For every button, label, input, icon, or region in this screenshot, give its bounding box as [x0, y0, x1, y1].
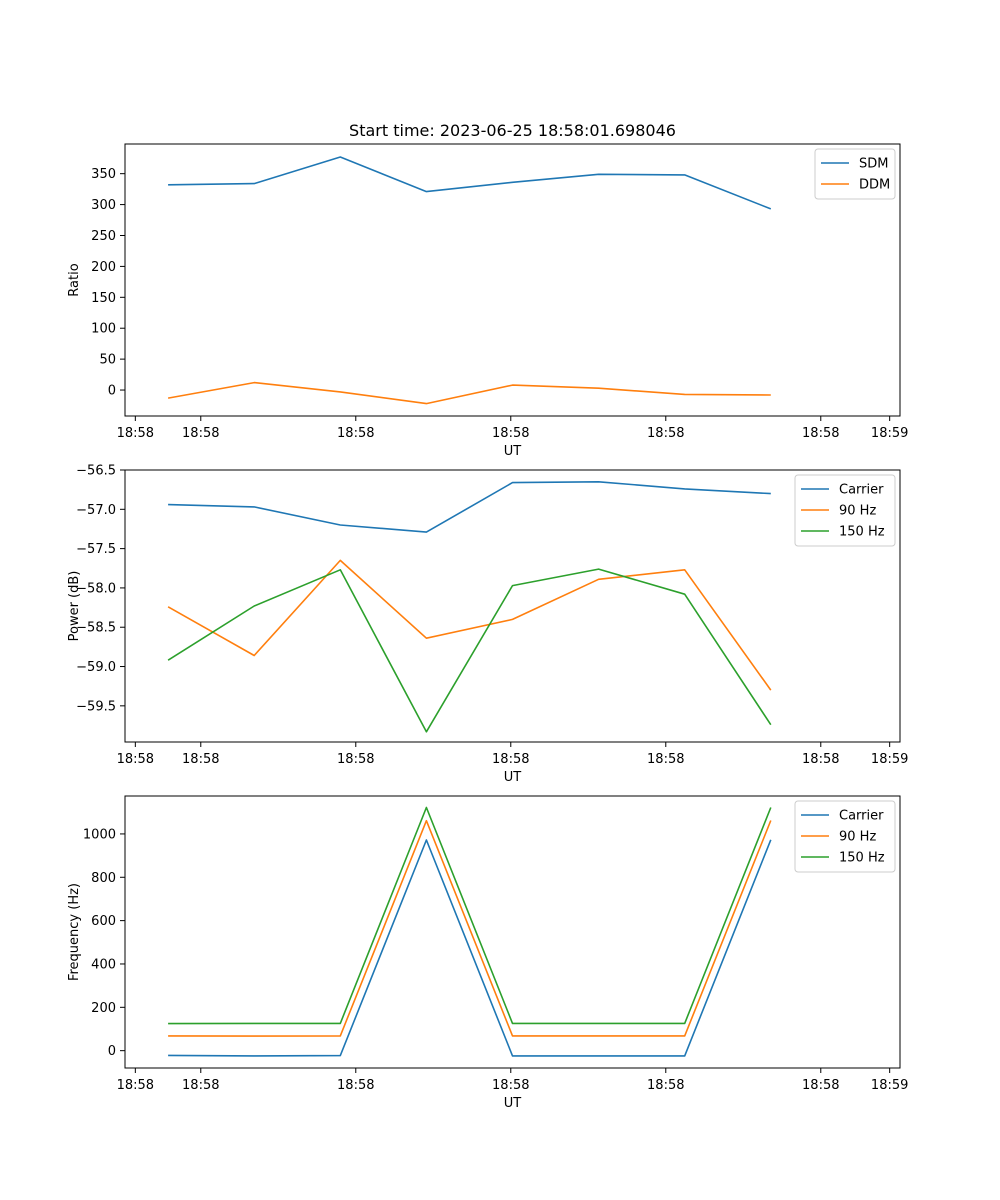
x-tick-label: 18:58	[492, 752, 529, 767]
series-line-ddm	[167, 381, 771, 405]
y-tick-label: −57.0	[76, 503, 116, 518]
x-tick-label: 18:58	[647, 752, 684, 767]
legend-box	[794, 800, 896, 873]
subplot-3: 18:58 18:58 18:58 18:58 18:58 18:58 18:59 0 200 4…	[67, 795, 908, 1111]
legend-label: SDM	[859, 157, 888, 172]
x-tick-label: 18:58	[337, 752, 374, 767]
legend-box	[814, 148, 896, 200]
chart-title: Start time: 2023-06-25 18:58:01.698046	[349, 121, 676, 140]
y-tick-label: −58.5	[76, 621, 116, 636]
legend-label: 150 Hz	[839, 525, 885, 540]
y-tick-label: −57.5	[76, 542, 116, 557]
y-tick-label: −58.0	[76, 581, 116, 596]
x-axis-label: UT	[504, 770, 522, 785]
y-tick-label: 600	[91, 914, 116, 929]
x-tick-label: 18:58	[117, 1078, 154, 1093]
y-tick-label: −56.5	[76, 464, 116, 479]
x-tick-label: 18:58	[337, 1078, 374, 1093]
y-tick-label: 50	[99, 353, 116, 368]
y-tick-label: 0	[108, 384, 116, 399]
axes-frame	[124, 143, 901, 417]
series-line-carrier	[168, 480, 771, 533]
y-tick-label: 200	[91, 1001, 116, 1016]
y-tick-label: 350	[91, 167, 116, 182]
series-line-90-hz	[168, 819, 772, 1037]
y-tick-label: 150	[91, 291, 116, 306]
y-axis-label: Power (dB)	[67, 571, 82, 642]
series-line-150-hz	[167, 568, 772, 733]
legend-label: Carrier	[839, 809, 884, 824]
x-tick-label: 18:59	[871, 752, 908, 767]
y-tick-label: −59.5	[76, 699, 116, 714]
subplot-2: 18:58 18:58 18:58 18:58 18:58 18:58 18:59 −59.5…	[67, 464, 908, 786]
x-tick-label: 18:58	[802, 1078, 839, 1093]
x-tick-label: 18:58	[182, 752, 219, 767]
x-tick-label: 18:58	[182, 426, 219, 441]
y-tick-label: 1000	[83, 827, 116, 842]
y-axis-label: Ratio	[67, 263, 82, 296]
x-tick-label: 18:58	[182, 1078, 219, 1093]
x-tick-label: 18:59	[871, 1078, 908, 1093]
axes-frame	[124, 795, 901, 1069]
legend-box	[794, 474, 896, 547]
x-tick-label: 18:59	[871, 426, 908, 441]
x-axis-label: UT	[504, 1096, 522, 1111]
x-tick-label: 18:58	[802, 752, 839, 767]
x-tick-label: 18:58	[337, 426, 374, 441]
x-tick-label: 18:58	[492, 426, 529, 441]
x-axis-label: UT	[504, 444, 522, 459]
x-tick-label: 18:58	[117, 426, 154, 441]
series-line-90-hz	[167, 559, 772, 691]
legend: SDM DDM	[814, 148, 896, 200]
x-tick-label: 18:58	[647, 1078, 684, 1093]
legend: Carrier 90 Hz 150 Hz	[794, 474, 896, 547]
y-tick-label: 400	[91, 957, 116, 972]
series-line-carrier	[168, 839, 772, 1057]
legend-label: DDM	[859, 178, 890, 193]
y-tick-label: 100	[91, 322, 116, 337]
y-tick-label: 0	[108, 1044, 116, 1059]
y-tick-label: 200	[91, 260, 116, 275]
subplot-1: Start time: 2023-06-25 18:58:01.698046 18…	[67, 121, 908, 459]
legend-label: 90 Hz	[839, 504, 876, 519]
legend-label: 90 Hz	[839, 830, 876, 845]
series-line-150-hz	[168, 806, 772, 1025]
y-tick-label: 800	[91, 871, 116, 886]
y-tick-label: 300	[91, 198, 116, 213]
x-tick-label: 18:58	[802, 426, 839, 441]
series-line-sdm	[168, 156, 772, 210]
y-axis-label: Frequency (Hz)	[67, 883, 82, 981]
y-tick-label: −59.0	[76, 660, 116, 675]
legend: Carrier 90 Hz 150 Hz	[794, 800, 896, 873]
legend-label: Carrier	[839, 483, 884, 498]
x-tick-label: 18:58	[647, 426, 684, 441]
legend-label: 150 Hz	[839, 851, 885, 866]
axes-frame	[124, 469, 901, 743]
y-tick-label: 250	[91, 229, 116, 244]
x-tick-label: 18:58	[117, 752, 154, 767]
x-tick-label: 18:58	[492, 1078, 529, 1093]
